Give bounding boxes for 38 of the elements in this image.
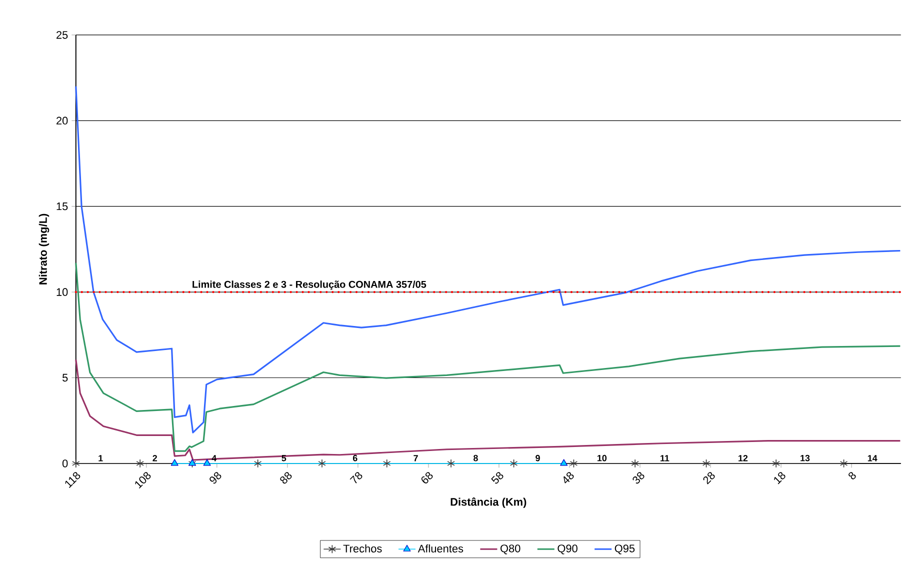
annotation: 1 bbox=[98, 454, 103, 462]
y-tick-label: 0 bbox=[62, 459, 68, 468]
annotation: 8 bbox=[474, 454, 478, 462]
x-tick-label: 108 bbox=[135, 472, 151, 488]
x-tick-label: 78 bbox=[350, 472, 362, 484]
x-tick-label: 38 bbox=[632, 472, 644, 484]
annotation: 2 bbox=[152, 454, 158, 462]
x-tick-label: 28 bbox=[703, 472, 715, 484]
legend-label: Afluentes bbox=[418, 544, 464, 552]
y-axis-title: Nitrato (mg/L) bbox=[38, 214, 50, 284]
y-tick-label: 25 bbox=[56, 30, 68, 39]
legend-label: Q80 bbox=[500, 544, 520, 554]
annotation: 4 bbox=[212, 454, 217, 462]
annotation: 10 bbox=[598, 454, 607, 462]
annotation: 12 bbox=[738, 454, 748, 462]
x-tick-label: 48 bbox=[564, 472, 574, 484]
x-tick-label: 118 bbox=[65, 472, 80, 488]
x-tick-label: 58 bbox=[491, 472, 504, 484]
annotation: 14 bbox=[868, 454, 878, 462]
x-tick-label: 68 bbox=[421, 472, 433, 484]
legend-label: Q95 bbox=[614, 544, 635, 554]
annotation: 9 bbox=[536, 454, 540, 462]
annotation: 6 bbox=[352, 454, 358, 462]
y-tick-label: 5 bbox=[62, 374, 68, 382]
annotation: 11 bbox=[660, 454, 670, 462]
x-tick-label: 88 bbox=[280, 472, 292, 484]
y-tick-label: 20 bbox=[56, 116, 68, 124]
legend-label: Trechos bbox=[343, 544, 382, 552]
annotation: 13 bbox=[800, 454, 810, 462]
x-tick-label: 98 bbox=[210, 472, 222, 484]
legend-label: Q90 bbox=[558, 544, 578, 554]
x-axis-title: Distância (Km) bbox=[450, 497, 526, 508]
y-tick-label: 15 bbox=[56, 202, 68, 210]
x-tick-label: 18 bbox=[774, 472, 786, 484]
annotation: 7 bbox=[414, 454, 418, 462]
x-tick-label: 8 bbox=[848, 472, 856, 480]
y-tick-label: 10 bbox=[56, 288, 68, 296]
ref-line-label: Limite Classes 2 e 3 - Resolução CONAMA 357/05 bbox=[192, 280, 426, 290]
